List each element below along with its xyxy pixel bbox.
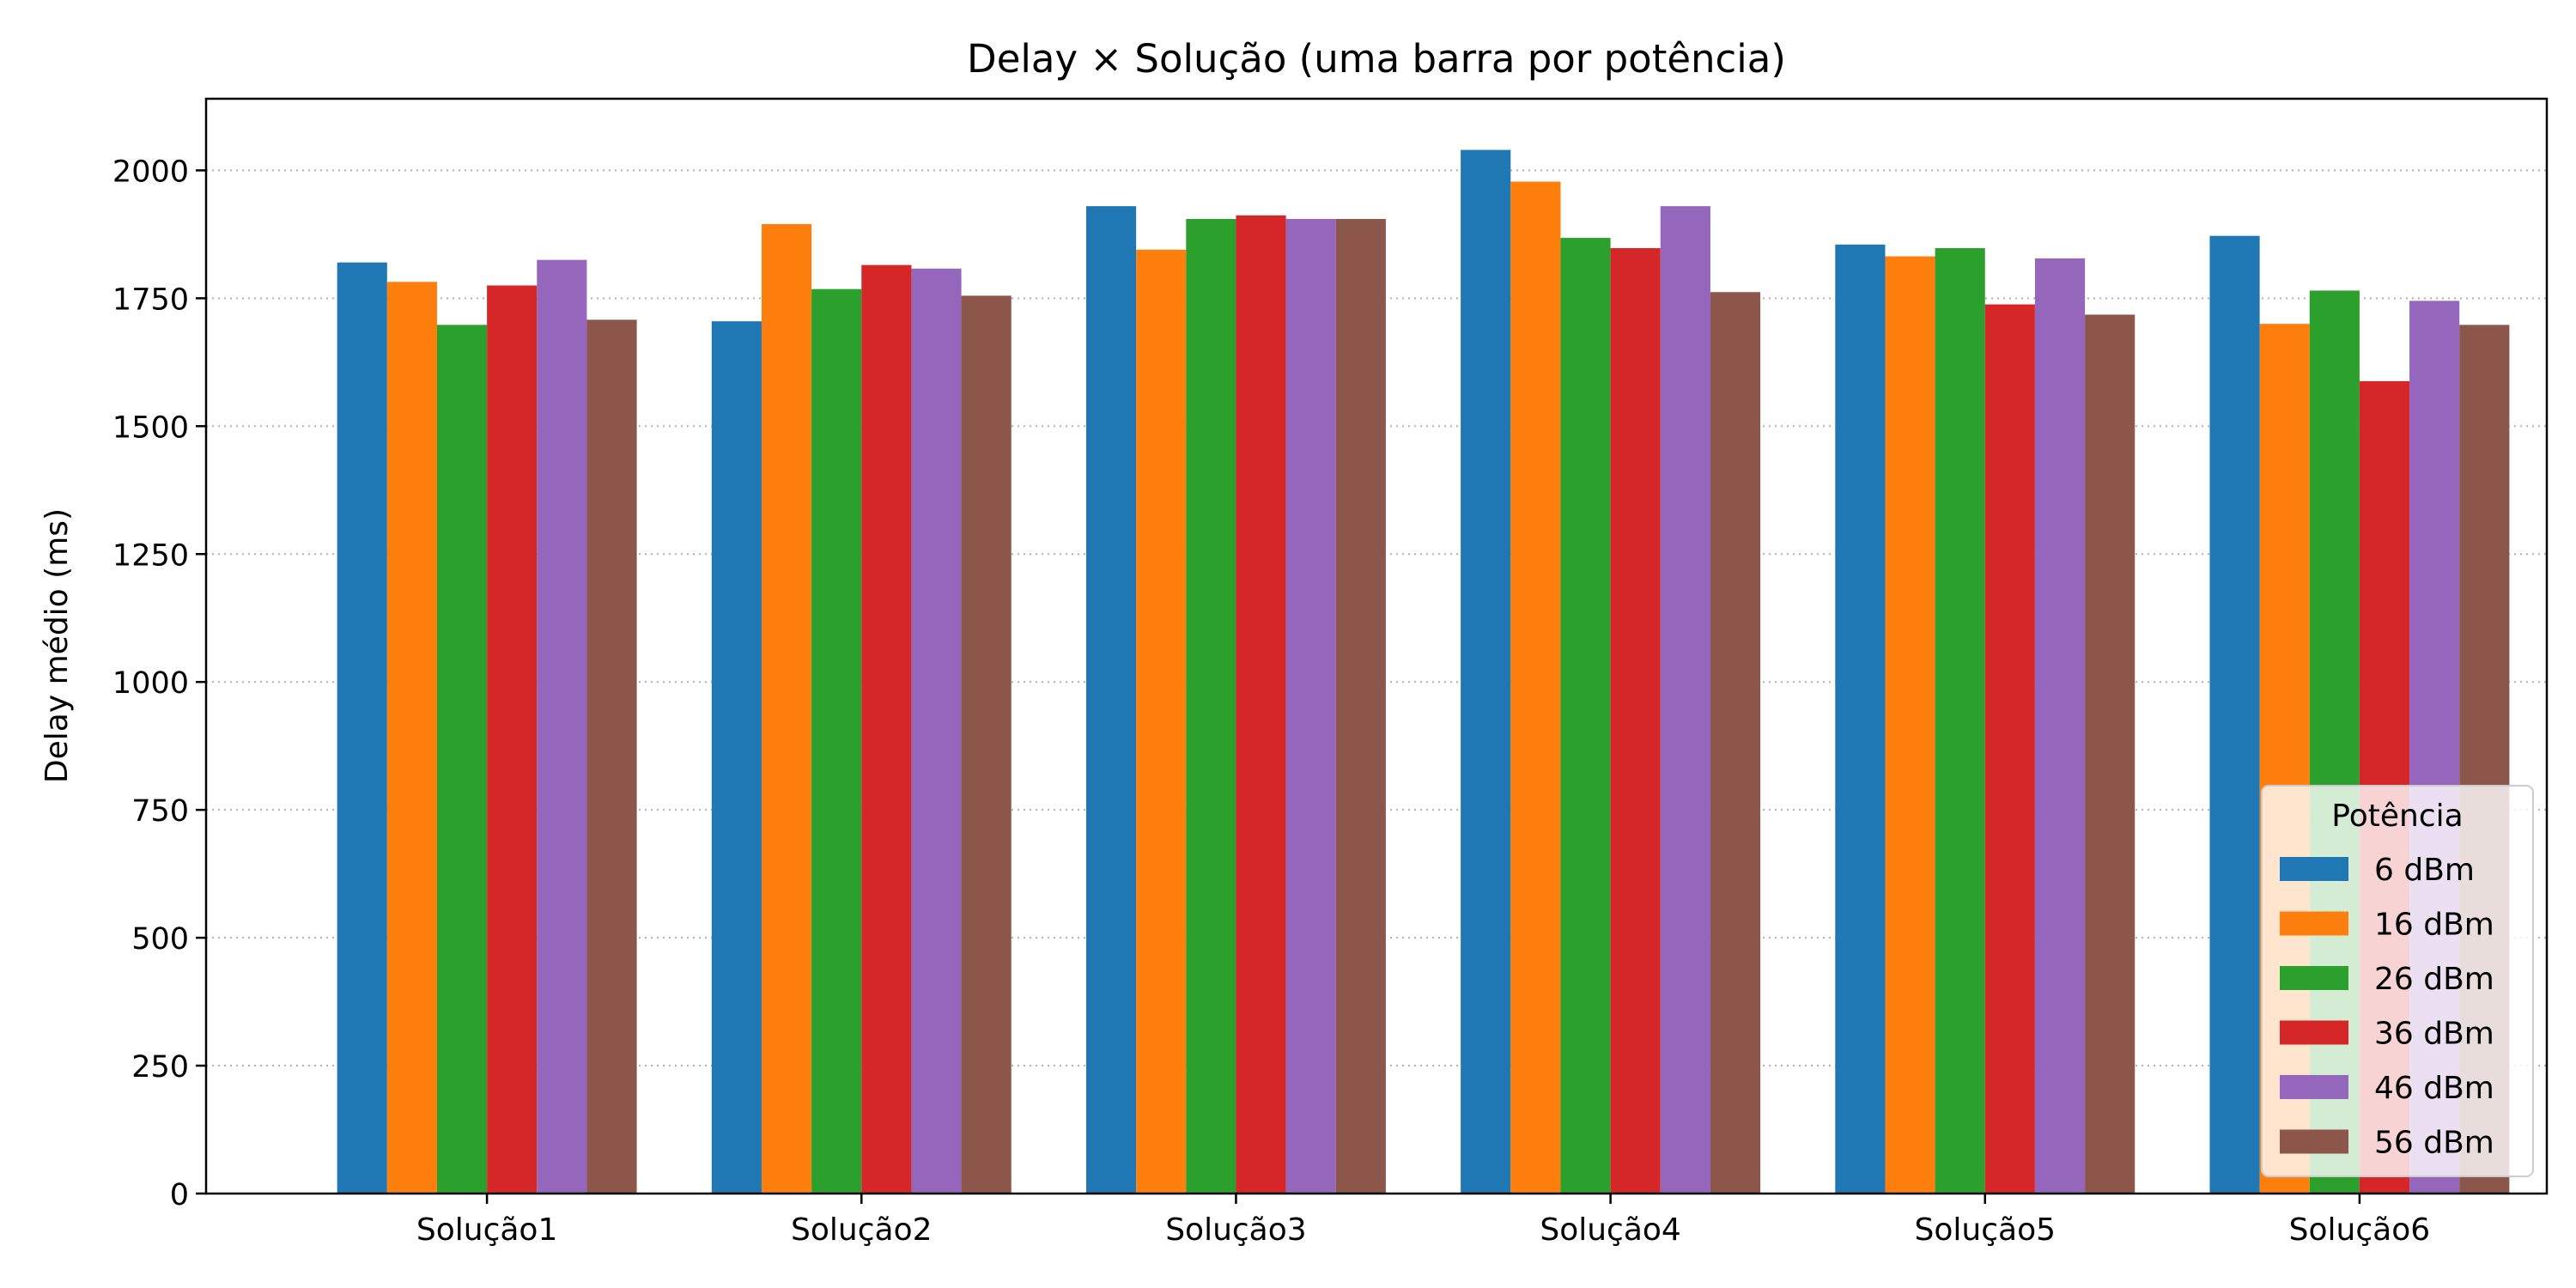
bar xyxy=(761,223,812,1194)
legend-label: 26 dBm xyxy=(2374,962,2494,997)
bar xyxy=(436,325,488,1194)
legend-label: 46 dBm xyxy=(2374,1071,2494,1106)
y-tick-label: 750 xyxy=(131,794,189,829)
y-tick-label: 500 xyxy=(131,922,189,957)
legend-swatch xyxy=(2280,1129,2348,1154)
chart-title: Delay × Solução (uma barra por potência) xyxy=(967,36,1786,82)
legend: Potência 6 dBm 16 dBm 26 dBm 36 dBm 46 dBm 56… xyxy=(2261,785,2534,1177)
bar xyxy=(1935,247,1985,1194)
bar xyxy=(1710,292,1761,1194)
bar xyxy=(711,321,762,1194)
bar xyxy=(1885,256,1935,1194)
bar xyxy=(1285,219,1336,1194)
bar xyxy=(1136,249,1187,1194)
plot-frame xyxy=(204,97,2549,1195)
bar xyxy=(1186,219,1236,1194)
y-tick-label: 1500 xyxy=(112,410,189,445)
bars xyxy=(337,149,2510,1194)
legend-title: Potência xyxy=(2331,799,2463,834)
bar xyxy=(1984,304,2035,1194)
bar xyxy=(961,295,1012,1194)
bar xyxy=(337,262,387,1194)
legend-swatch xyxy=(2280,1020,2348,1045)
y-tick-label: 250 xyxy=(131,1050,189,1084)
legend-items: 6 dBm 16 dBm 26 dBm 36 dBm 46 dBm 56 dBm xyxy=(2280,853,2494,1161)
legend-swatch xyxy=(2280,966,2348,990)
x-tick-label: Solução2 xyxy=(791,1212,932,1248)
bar xyxy=(537,259,587,1194)
x-tick-label: Solução3 xyxy=(1165,1212,1306,1248)
bar xyxy=(1085,206,1137,1194)
legend-swatch xyxy=(2280,1075,2348,1099)
bar xyxy=(386,282,437,1194)
x-tick-label: Solução1 xyxy=(416,1212,557,1248)
bar xyxy=(1660,206,1710,1194)
legend-swatch xyxy=(2280,911,2348,936)
legend-label: 56 dBm xyxy=(2374,1126,2494,1161)
bar xyxy=(2209,235,2260,1194)
bar xyxy=(811,289,862,1194)
x-tick-label: Solução4 xyxy=(1540,1212,1680,1248)
y-tick-label: 2000 xyxy=(112,155,189,189)
bar xyxy=(1335,219,1386,1194)
y-axis-label: Delay médio (ms) xyxy=(39,508,75,783)
x-tick-label: Solução5 xyxy=(1915,1212,2056,1248)
bar xyxy=(586,319,637,1194)
bar xyxy=(861,264,912,1194)
bar xyxy=(1835,244,1886,1194)
y-tick-label: 0 xyxy=(170,1178,189,1212)
bar xyxy=(2085,314,2136,1194)
legend-label: 16 dBm xyxy=(2374,908,2494,943)
bar xyxy=(2034,258,2086,1194)
x-axis: Solução1 Solução2 Solução3 Solução4 Solução5… xyxy=(416,1194,2430,1248)
bar xyxy=(1461,149,1511,1194)
y-tick-label: 1000 xyxy=(112,666,189,701)
y-tick-label: 1750 xyxy=(112,283,189,317)
y-tick-label: 1250 xyxy=(112,538,189,573)
legend-swatch xyxy=(2280,857,2348,881)
bar xyxy=(1236,215,1286,1194)
legend-label: 6 dBm xyxy=(2374,853,2475,888)
x-tick-label: Solução6 xyxy=(2289,1212,2430,1248)
legend-label: 36 dBm xyxy=(2374,1017,2494,1052)
bar xyxy=(487,285,538,1194)
bar xyxy=(911,268,962,1194)
bar xyxy=(1560,238,1611,1194)
bar xyxy=(1510,181,1561,1194)
y-axis: 0 250 500 750 1000 1250 1500 1750 2000 xyxy=(112,155,206,1212)
bar xyxy=(1610,247,1661,1194)
